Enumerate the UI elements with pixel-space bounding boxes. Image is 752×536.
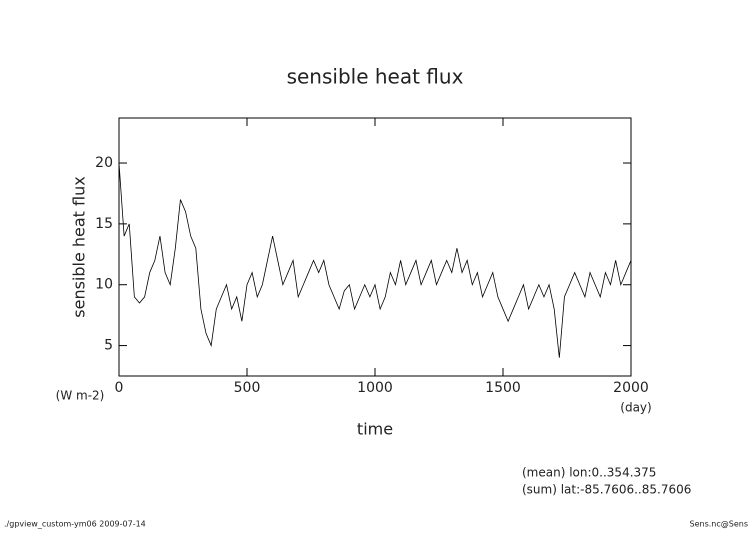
y-axis-label: sensible heat flux [70,176,89,317]
y-tick-label: 15 [95,216,113,232]
y-tick-label: 20 [95,155,113,171]
y-tick-label: 10 [95,277,113,293]
x-axis-label: time [357,420,393,439]
x-tick-label: 0 [115,380,124,396]
y-units: (W m-2) [56,389,105,403]
annotation: (mean) lon:0..354.375 [522,466,656,480]
x-tick-label: 500 [234,380,261,396]
x-tick-label: 1500 [485,380,521,396]
x-units: (day) [620,401,651,415]
footer-right: Sens.nc@Sens [690,520,749,529]
chart-title: sensible heat flux [287,65,464,89]
x-tick-label: 1000 [357,380,393,396]
line-series [118,163,632,358]
footer-left: ./gpview_custom-ym06 2009-07-14 [4,520,146,529]
x-tick-label: 2000 [613,380,649,396]
y-tick-label: 5 [104,338,113,354]
plot-frame [118,117,632,377]
annotation: (sum) lat:-85.7606..85.7606 [522,483,691,497]
